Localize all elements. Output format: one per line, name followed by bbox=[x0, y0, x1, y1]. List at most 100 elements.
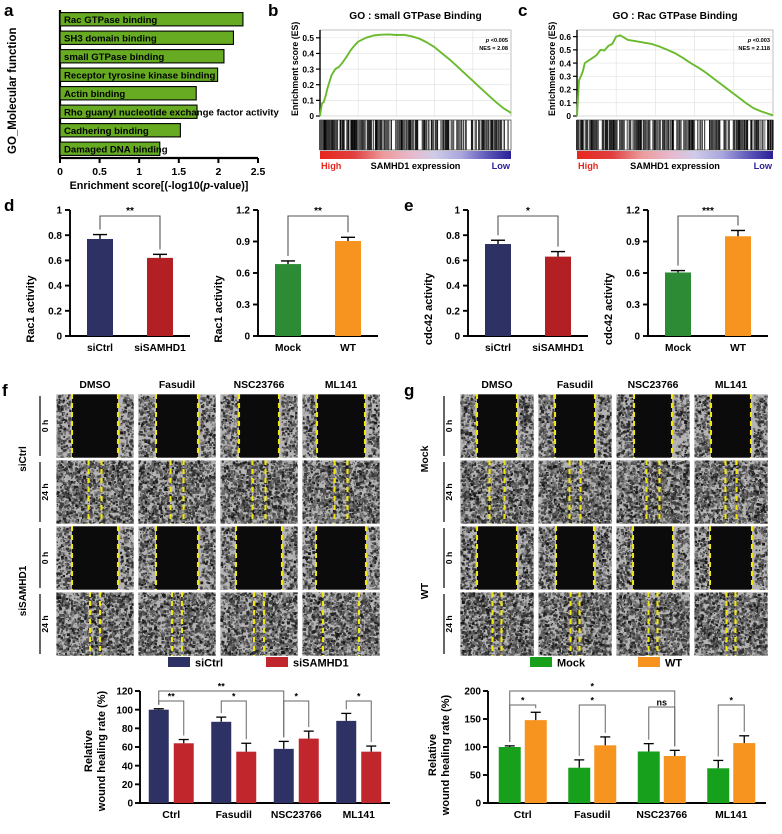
panel-a-bar-label: small GTPase binding bbox=[64, 52, 164, 63]
significance-label: *** bbox=[702, 206, 714, 217]
gsea-y-tick: 0.2 bbox=[302, 80, 314, 90]
gsea-y-tick: 0 bbox=[566, 111, 571, 121]
wound-image-cell bbox=[460, 592, 534, 656]
group-bar-y-tick: 120 bbox=[116, 687, 133, 698]
panel-e-right: 0 0.3 0.6 0.9 1.2 Mock WT *** cdc42 activity bbox=[600, 196, 780, 371]
gsea-x-axis-label: SAMHD1 expression bbox=[630, 161, 720, 171]
wound-time-label: 0 h bbox=[444, 552, 454, 564]
bar-y-tick: 1 bbox=[454, 206, 460, 217]
bar-y-tick: 0.6 bbox=[446, 256, 460, 267]
bar-y-tick: 0.6 bbox=[236, 269, 250, 280]
gsea-y-tick: 0.4 bbox=[302, 49, 314, 59]
panel-a-bar bbox=[59, 49, 225, 64]
wound-image-cell bbox=[302, 460, 380, 524]
significance-bracket bbox=[158, 690, 285, 738]
group-bar-rect bbox=[336, 720, 357, 803]
significance-label: * bbox=[521, 696, 525, 706]
panel-f-image-grid: DMSO Fasudil NSC23766 ML141 0 h 24 h 0 h 24 h si… bbox=[18, 380, 380, 656]
wound-image-cell bbox=[694, 460, 768, 524]
gsea-title: GO : Rac GTPase Binding bbox=[612, 11, 737, 22]
wound-col-header: NSC23766 bbox=[628, 380, 679, 391]
wound-image-cell bbox=[694, 394, 768, 458]
significance-label: * bbox=[590, 682, 594, 692]
wound-col-header: ML141 bbox=[325, 380, 358, 391]
wound-time-label: 24 h bbox=[444, 615, 454, 632]
panel-a-x-tick: 0 bbox=[57, 166, 63, 178]
wound-time-label: 24 h bbox=[40, 615, 50, 632]
wound-image-cell bbox=[616, 394, 690, 458]
bar-y-tick: 0.2 bbox=[48, 306, 62, 317]
bar-y-tick: 0.6 bbox=[48, 256, 62, 267]
bar-rect bbox=[275, 264, 301, 336]
group-bar-x-tick: NSC23766 bbox=[271, 810, 322, 821]
wound-row-group-label: siSAMHD1 bbox=[18, 565, 29, 616]
panel-c: 0 0.1 0.2 0.3 0.4 0.5 0.6 GO : Rac GTPase Bindi… bbox=[515, 0, 780, 178]
significance-bracket bbox=[497, 215, 559, 247]
panel-a-letter: a bbox=[4, 2, 13, 21]
group-bar-rect bbox=[298, 738, 319, 803]
panel-f-letter: f bbox=[2, 382, 8, 401]
significance-bracket bbox=[345, 700, 372, 743]
group-bar-x-tick: Fasudil bbox=[574, 810, 610, 821]
wound-image-cell bbox=[56, 592, 134, 656]
group-bar-y-tick: 0 bbox=[475, 799, 481, 810]
bar-y-tick: 0.6 bbox=[626, 269, 640, 280]
wound-image-cell bbox=[138, 526, 216, 590]
group-bar-y-tick: 100 bbox=[464, 743, 481, 754]
group-bar-x-tick: Fasudil bbox=[216, 810, 252, 821]
wound-row-group-label: Mock bbox=[419, 445, 431, 472]
significance-label: * bbox=[526, 206, 530, 217]
panel-b-letter: b bbox=[268, 2, 278, 21]
panel-a: Rac GTPase binding SH3 domain binding smal… bbox=[0, 0, 280, 192]
significance-bracket bbox=[287, 215, 349, 256]
significance-bracket bbox=[509, 690, 676, 747]
group-bar-rect bbox=[707, 768, 730, 803]
panel-a-chart: Rac GTPase binding SH3 domain binding smal… bbox=[7, 10, 280, 192]
panel-a-bar-label: Rac GTPase binding bbox=[64, 15, 157, 26]
wound-image-cell bbox=[694, 526, 768, 590]
significance-label: ns bbox=[656, 698, 667, 708]
gsea-y-tick: 0.4 bbox=[559, 58, 571, 68]
wound-image-cell bbox=[538, 394, 612, 458]
gsea-title: GO : small GTPase Binding bbox=[349, 11, 481, 22]
panel-c-chart: 0 0.1 0.2 0.3 0.4 0.5 0.6 GO : Rac GTPase Bindi… bbox=[547, 11, 774, 171]
gsea-y-tick: 0.3 bbox=[302, 64, 314, 74]
group-bar-y-axis-label-1: Relative bbox=[83, 730, 95, 772]
bar-y-tick: 0.4 bbox=[446, 281, 460, 292]
wound-image-cell bbox=[138, 592, 216, 656]
group-bar-rect bbox=[148, 709, 169, 803]
wound-image-cell bbox=[538, 460, 612, 524]
panel-a-x-tick: 1 bbox=[136, 166, 142, 178]
panel-e-left-chart: 0 0.2 0.4 0.6 0.8 1 siCtrl siSAMHD1 * cdc42 activ… bbox=[423, 206, 588, 354]
wound-time-label: 0 h bbox=[40, 420, 50, 432]
wound-image-cell bbox=[138, 394, 216, 458]
significance-label: * bbox=[232, 692, 236, 702]
wound-time-label: 24 h bbox=[444, 483, 454, 500]
group-bar-y-tick: 60 bbox=[122, 743, 134, 754]
panel-a-bar-label: Damaged DNA binding bbox=[64, 144, 168, 155]
panel-f-bar-chart: siCtrl siSAMHD1 0 20 40 60 80 100 120 Ctrl Fasudil… bbox=[83, 657, 390, 821]
gsea-high-label: High bbox=[578, 161, 599, 171]
bar-rect bbox=[725, 236, 751, 336]
bar-y-tick: 0.9 bbox=[626, 237, 640, 248]
panel-a-bar-label: Cadhering binding bbox=[64, 126, 149, 137]
bar-y-tick: 0.4 bbox=[48, 281, 62, 292]
group-bar-y-axis-label-2: wound healing rate (%) bbox=[96, 690, 108, 812]
bar-rect bbox=[147, 257, 173, 336]
group-bar-y-tick: 20 bbox=[122, 780, 134, 791]
wound-row-group-label: WT bbox=[419, 582, 431, 599]
panel-a-x-axis-label: Enrichment score[(-log10(p-value)] bbox=[70, 180, 249, 192]
wound-col-header: Fasudil bbox=[557, 380, 593, 391]
group-bar-x-tick: Ctrl bbox=[162, 810, 180, 821]
wound-image-cell bbox=[460, 526, 534, 590]
gsea-y-tick: 0.2 bbox=[559, 85, 571, 95]
bar-y-tick: 0.2 bbox=[446, 306, 460, 317]
panel-a-bar bbox=[59, 104, 198, 119]
wound-col-header: Fasudil bbox=[159, 380, 195, 391]
gsea-y-tick: 0.6 bbox=[559, 32, 571, 42]
gsea-y-tick: 0.1 bbox=[559, 98, 571, 108]
legend-label: siCtrl bbox=[195, 658, 223, 670]
panel-b-chart: 0 0.1 0.2 0.3 0.4 0.5 GO : small GTPase Bindin… bbox=[290, 11, 512, 171]
bar-y-axis-label: Rac1 activity bbox=[25, 274, 37, 342]
wound-image-cell bbox=[56, 526, 134, 590]
